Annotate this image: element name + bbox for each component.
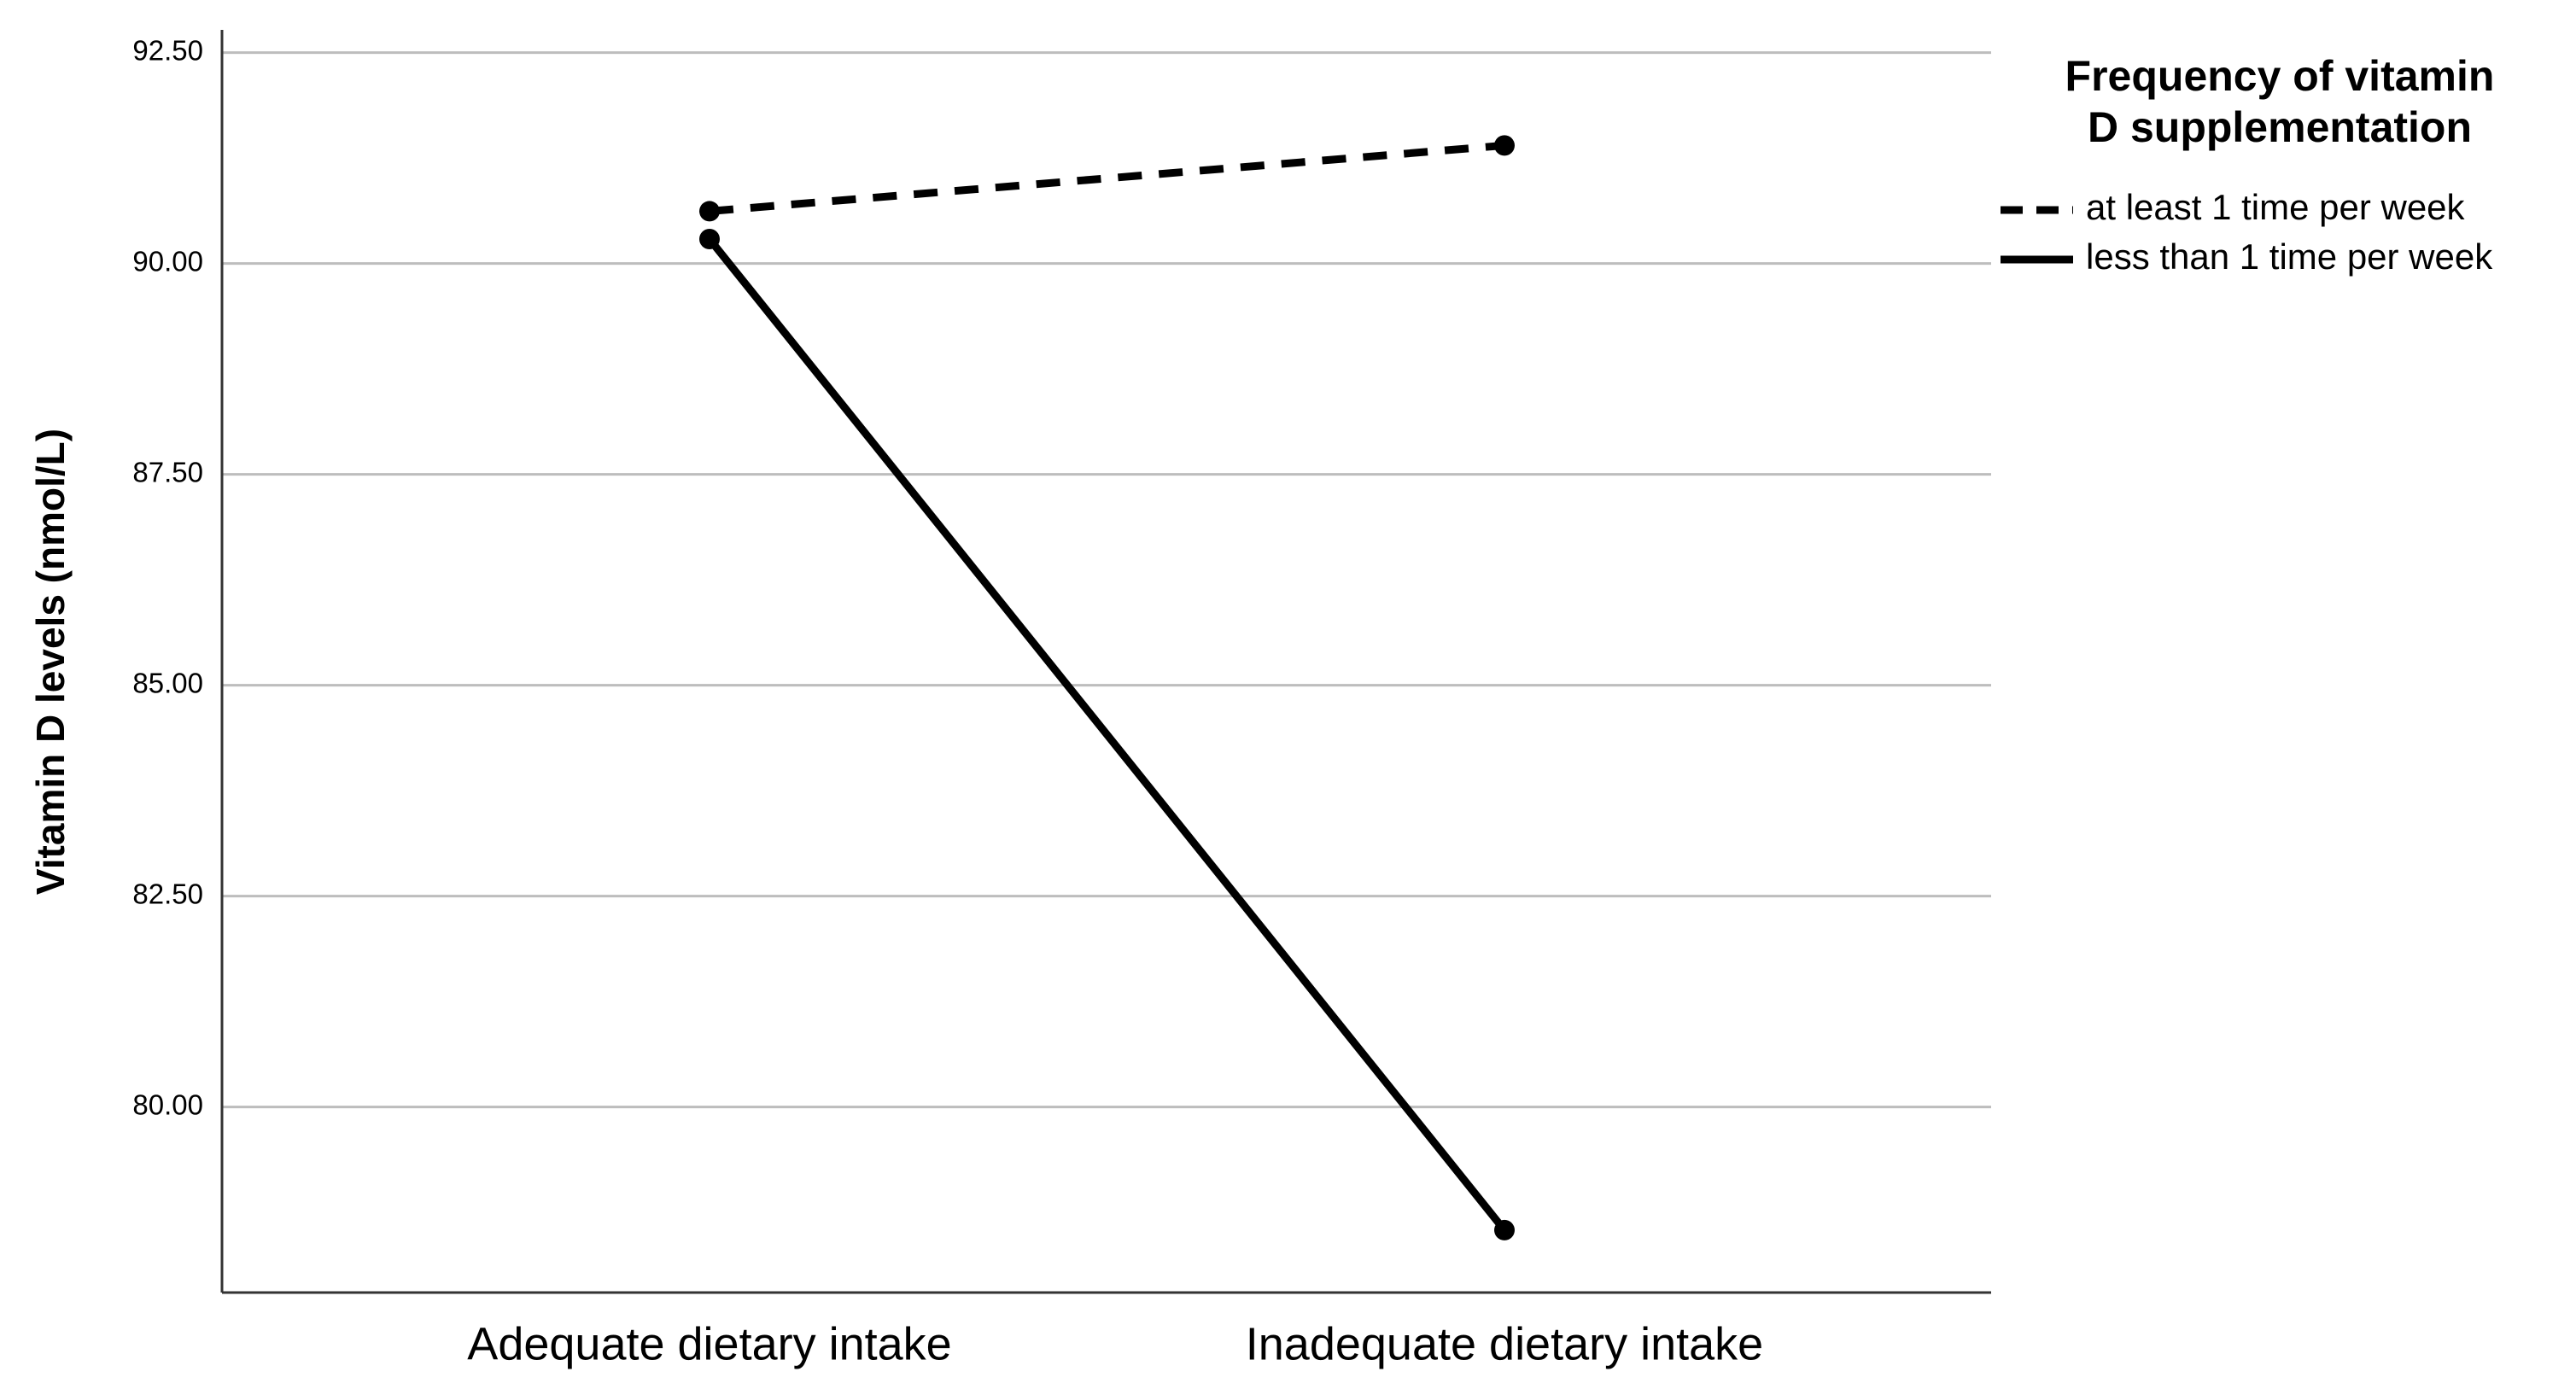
y-tick-label: 87.50: [132, 456, 203, 487]
y-tick-label: 80.00: [132, 1089, 203, 1120]
series-line: [706, 236, 1508, 1233]
legend-title-line: Frequency of vitamin: [2065, 52, 2495, 100]
legend-label: at least 1 time per week: [2086, 187, 2466, 227]
legend-title: Frequency of vitamin D supplementation: [2065, 52, 2495, 151]
legend-label: less than 1 time per week: [2086, 236, 2493, 277]
y-tick-label: 82.50: [132, 878, 203, 909]
data-point: [1494, 135, 1515, 156]
y-tick-label: 90.00: [132, 245, 203, 277]
y-tick-label: 85.00: [132, 667, 203, 698]
legend-title-line: D supplementation: [2088, 103, 2472, 151]
y-tick-label: 92.50: [132, 34, 203, 66]
x-tick-label: Adequate dietary intake: [467, 1318, 951, 1369]
y-axis-title: Vitamin D levels (nmol/L): [28, 429, 73, 895]
x-tick-label: Inadequate dietary intake: [1246, 1318, 1763, 1369]
data-point: [1494, 1219, 1515, 1240]
data-point: [699, 229, 720, 250]
series-line: [709, 141, 1505, 215]
data-point: [699, 201, 720, 222]
